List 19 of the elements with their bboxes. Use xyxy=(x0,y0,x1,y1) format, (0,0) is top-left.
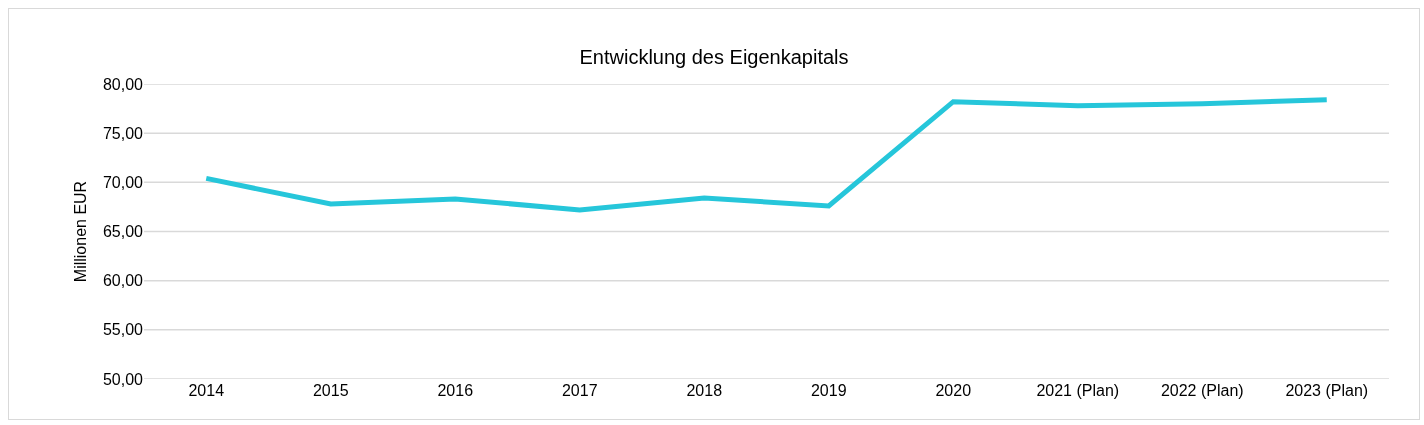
x-tick-label: 2018 xyxy=(686,382,723,399)
y-tick-label: 60,00 xyxy=(102,272,144,290)
x-tick-label: 2020 xyxy=(935,382,972,399)
chart-title: Entwicklung des Eigenkapitals xyxy=(579,46,849,68)
y-tick-label: 70,00 xyxy=(102,173,144,191)
y-tick-label: 80,00 xyxy=(102,75,144,93)
x-tick-label: 2015 xyxy=(312,382,349,399)
y-tick-label: 50,00 xyxy=(102,370,144,388)
x-tick-label: 2014 xyxy=(188,382,225,399)
x-tick-label: 2022 (Plan) xyxy=(1160,382,1244,399)
x-tick-label: 2016 xyxy=(437,382,474,399)
x-tick-label: 2021 (Plan) xyxy=(1036,382,1120,399)
y-tick-label: 75,00 xyxy=(102,124,144,142)
x-tick-label: 2019 xyxy=(810,382,847,399)
y-axis-title: Millionen EUR xyxy=(71,180,89,283)
y-tick-label: 65,00 xyxy=(102,223,144,241)
x-tick-label: 2017 xyxy=(561,382,598,399)
x-tick-label: 2023 (Plan) xyxy=(1285,382,1369,399)
y-tick-label: 55,00 xyxy=(102,321,144,339)
